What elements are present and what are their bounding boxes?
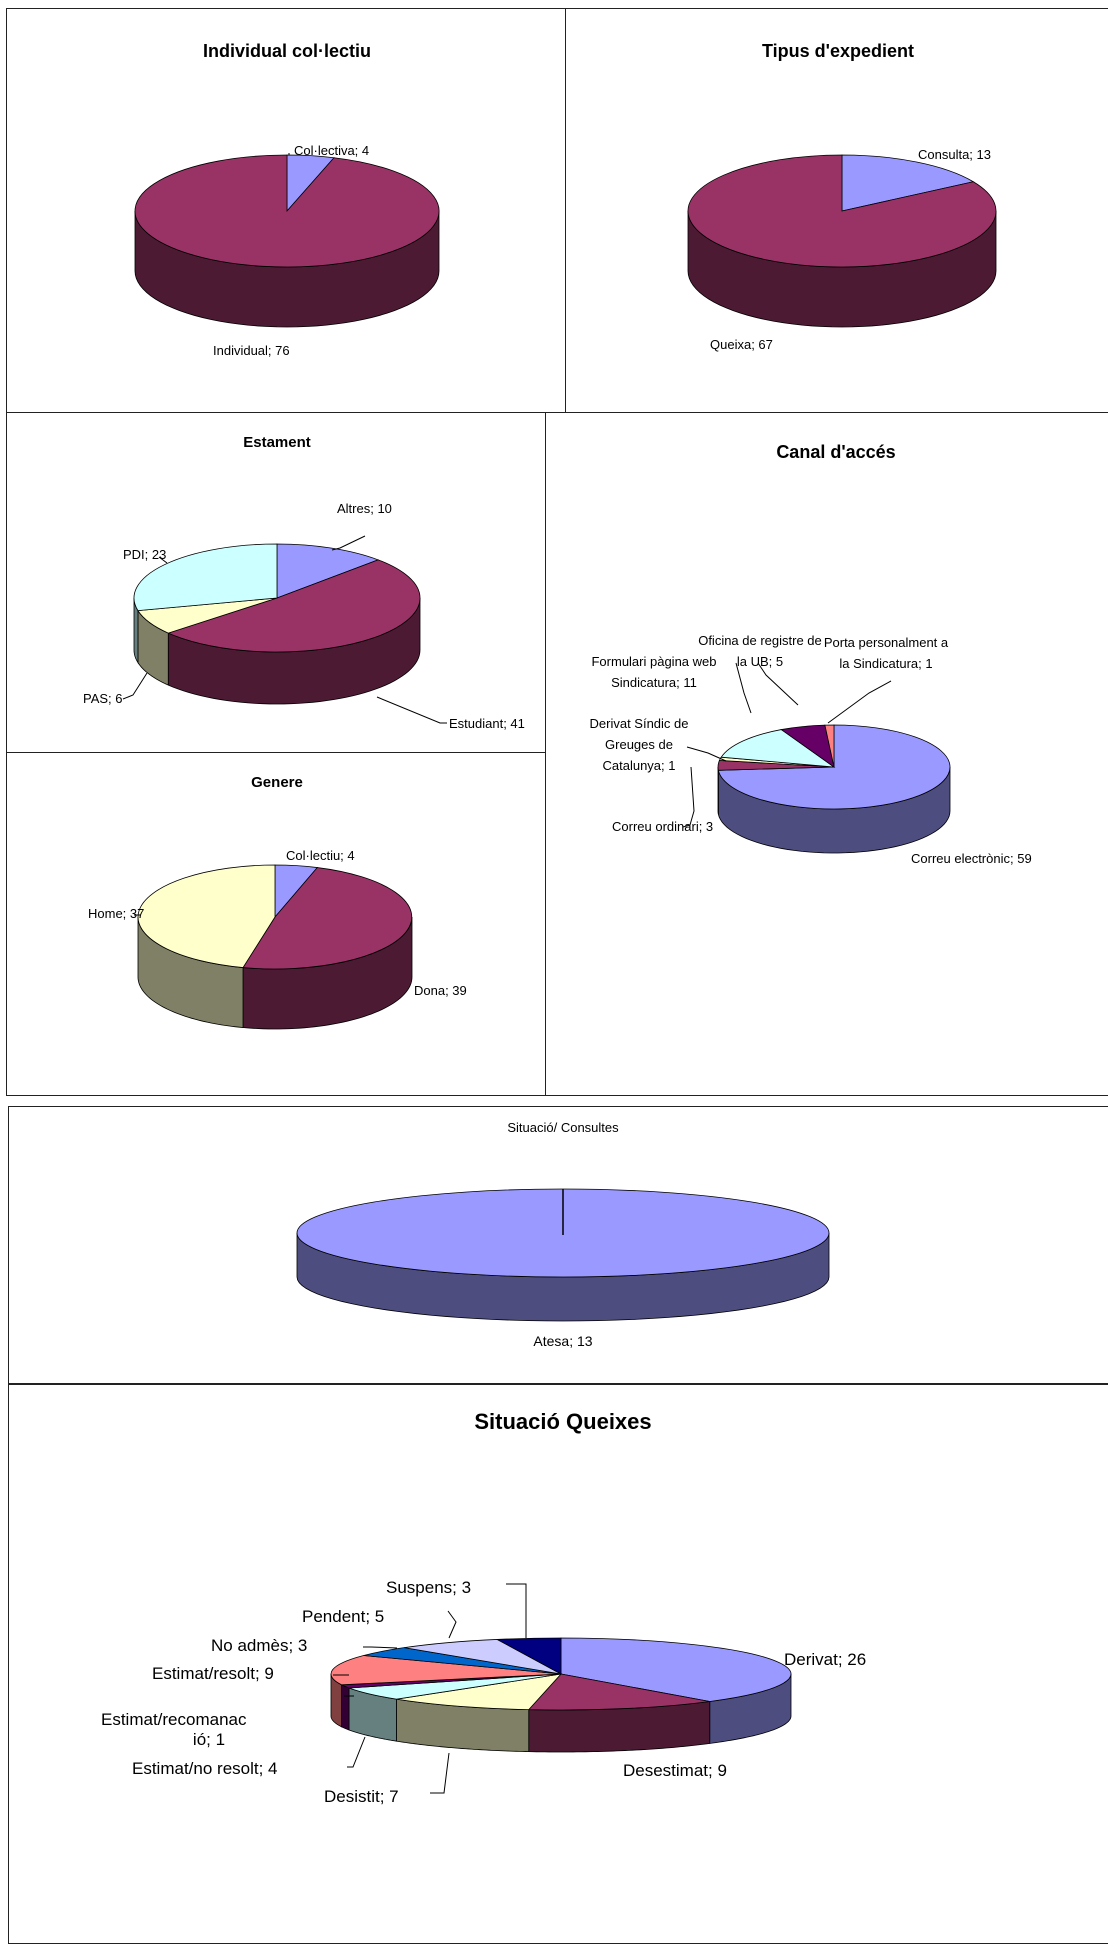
chart-panel-genere: Genere Col·lectiu; 4 Dona; 39 Home; 37 bbox=[6, 752, 547, 1096]
data-label: Estimat/resolt; 9 bbox=[152, 1664, 274, 1683]
chart-panel-queixes: Situació Queixes Derivat; 26 Desestimat;… bbox=[8, 1384, 1108, 1944]
data-label: Correu ordinari; 3 bbox=[612, 819, 713, 834]
data-label: la Sindicatura; 1 bbox=[839, 656, 932, 671]
data-label: Derivat Síndic de bbox=[590, 716, 689, 731]
data-label: Greuges de bbox=[605, 737, 673, 752]
chart-panel-canal: Canal d'accés Correu electrònic; 59 Corr… bbox=[545, 412, 1108, 1096]
chart-genere: Genere Col·lectiu; 4 Dona; 39 Home; 37 bbox=[7, 753, 548, 1097]
chart-title: Estament bbox=[243, 434, 311, 451]
chart-panel-individual: Individual col·lectiu Col·lectiva; 4 Ind… bbox=[6, 8, 567, 414]
data-label: Estudiant; 41 bbox=[449, 716, 525, 731]
chart-panel-estament: Estament Altres; 10 Estudiant; 41 PAS; 6… bbox=[6, 412, 547, 754]
data-label: Oficina de registre de bbox=[698, 633, 822, 648]
data-label: No admès; 3 bbox=[211, 1636, 307, 1655]
pie-side-4 bbox=[342, 1685, 349, 1730]
data-label: Porta personalment a bbox=[824, 635, 949, 650]
data-label: Derivat; 26 bbox=[784, 1650, 866, 1669]
data-label: la UB; 5 bbox=[737, 654, 783, 669]
data-label: Home; 37 bbox=[88, 906, 144, 921]
data-label: Atesa; 13 bbox=[533, 1333, 592, 1349]
data-label: Estimat/no resolt; 4 bbox=[132, 1759, 278, 1778]
chart-estament: Estament Altres; 10 Estudiant; 41 PAS; 6… bbox=[7, 413, 548, 755]
chart-title: Situació/ Consultes bbox=[507, 1120, 619, 1135]
chart-title: Canal d'accés bbox=[776, 442, 895, 462]
data-label: Pendent; 5 bbox=[302, 1607, 384, 1626]
chart-queixes: Situació Queixes Derivat; 26 Desestimat;… bbox=[9, 1385, 1108, 1945]
data-label: Estimat/recomanac bbox=[101, 1710, 247, 1729]
data-label: Sindicatura; 11 bbox=[611, 675, 697, 690]
data-label: Col·lectiva; 4 bbox=[294, 143, 369, 158]
chart-canal: Canal d'accés Correu electrònic; 59 Corr… bbox=[546, 413, 1108, 1097]
data-label: Col·lectiu; 4 bbox=[286, 848, 355, 863]
chart-panel-consultes: Situació/ Consultes Atesa; 13 bbox=[8, 1106, 1108, 1384]
data-label: ió; 1 bbox=[193, 1730, 225, 1749]
pie-slice-1 bbox=[135, 155, 439, 267]
data-label: Correu electrònic; 59 bbox=[911, 851, 1032, 866]
data-label: PAS; 6 bbox=[83, 691, 123, 706]
data-label: PDI; 23 bbox=[123, 547, 166, 562]
data-label: Consulta; 13 bbox=[918, 147, 991, 162]
chart-tipus: Tipus d'expedient Consulta; 13 Queixa; 6… bbox=[566, 9, 1108, 415]
data-label: Individual; 76 bbox=[213, 343, 290, 358]
chart-title: Situació Queixes bbox=[474, 1409, 651, 1434]
chart-individual: Individual col·lectiu Col·lectiva; 4 Ind… bbox=[7, 9, 568, 415]
chart-consultes: Situació/ Consultes Atesa; 13 bbox=[9, 1107, 1108, 1385]
chart-title: Genere bbox=[251, 774, 303, 791]
data-label: Altres; 10 bbox=[337, 501, 392, 516]
data-label: Queixa; 67 bbox=[710, 337, 773, 352]
data-label: Catalunya; 1 bbox=[603, 758, 676, 773]
data-label: Desestimat; 9 bbox=[623, 1761, 727, 1780]
chart-panel-tipus: Tipus d'expedient Consulta; 13 Queixa; 6… bbox=[565, 8, 1108, 414]
chart-title: Individual col·lectiu bbox=[203, 41, 371, 61]
data-label: Desistit; 7 bbox=[324, 1787, 399, 1806]
data-label: Suspens; 3 bbox=[386, 1578, 471, 1597]
chart-title: Tipus d'expedient bbox=[762, 41, 914, 61]
data-label: Formulari pàgina web bbox=[591, 654, 716, 669]
data-label: Dona; 39 bbox=[414, 983, 467, 998]
